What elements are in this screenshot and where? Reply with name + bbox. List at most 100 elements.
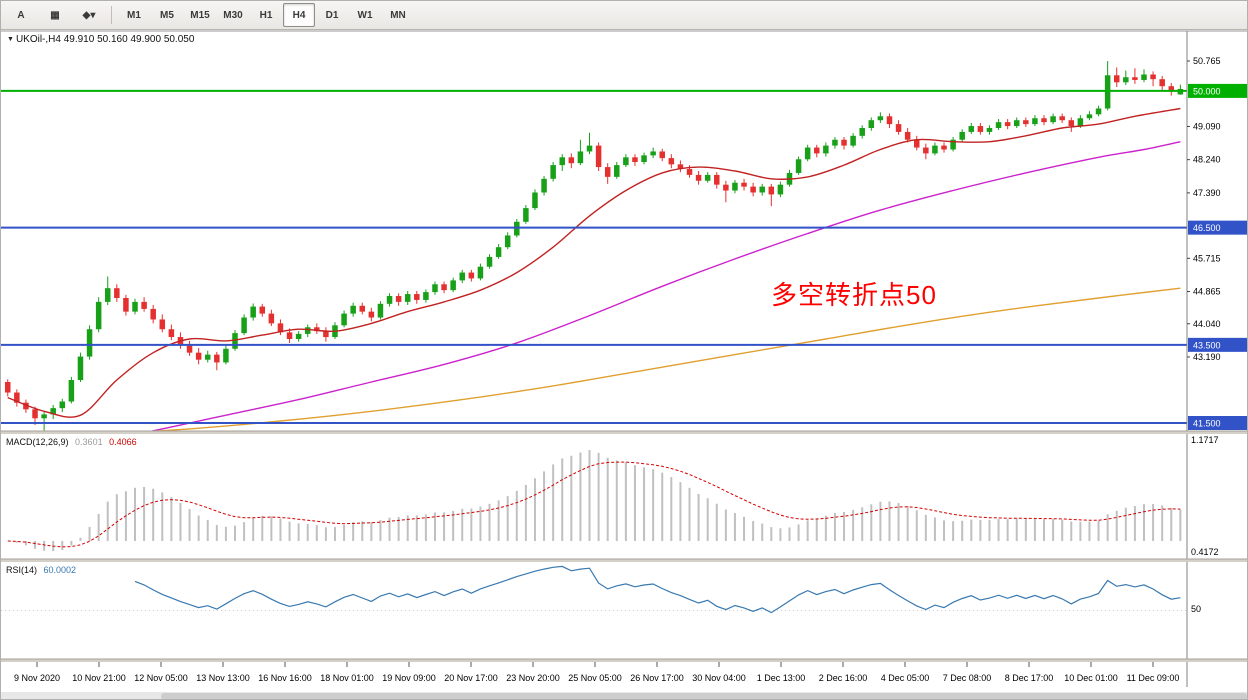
candle-body [832, 139, 838, 146]
candle-body [904, 131, 911, 140]
candle-body [714, 174, 720, 185]
price-axis-label: 50.765 [1193, 56, 1221, 66]
candle-body [641, 155, 647, 163]
price-chart-svg[interactable]: 50.000 46.500 43.500 41.500 50.765 49.090 48.2… [1, 29, 1248, 700]
color-scheme-tool-button[interactable]: ◆▾ [82, 9, 96, 21]
time-axis-label: 4 Dec 05:00 [881, 673, 930, 683]
candle-body [595, 145, 602, 168]
timeframe-button-m5[interactable]: M5 [160, 9, 174, 21]
rsi-level-label: 50 [1191, 604, 1202, 614]
timeframe-button-m30[interactable]: M30 [223, 9, 243, 21]
price-axis-label: 49.090 [1193, 121, 1221, 131]
panel-divider[interactable] [1, 431, 1248, 434]
timeframe-button-w1[interactable]: W1 [357, 9, 373, 21]
candle-body [968, 126, 975, 132]
timeframe-button-m1[interactable]: M1 [127, 9, 141, 21]
candle-body [1095, 108, 1102, 115]
candle-body [223, 348, 229, 363]
candle-body [286, 332, 293, 339]
candle-body [359, 305, 366, 312]
panel-divider[interactable] [1, 659, 1248, 662]
candle-body [695, 174, 702, 181]
candle-body [23, 402, 29, 410]
candle-body [277, 323, 284, 333]
candle-body [232, 333, 238, 349]
cursor-tool-button[interactable]: A [17, 9, 25, 21]
candle-body [995, 122, 1002, 129]
chart-window-tool-button[interactable]: ▦ [50, 9, 60, 21]
chart-title: ▼ UKOil-,H4 49.910 50.160 49.900 50.050 [7, 34, 194, 45]
candle-body [914, 139, 920, 148]
price-axis-label: 44.865 [1193, 287, 1221, 297]
candle-body [850, 135, 856, 146]
candle-body [1141, 74, 1147, 80]
candle-body [259, 306, 266, 314]
candle-body [168, 329, 175, 338]
timeframe-button-h4[interactable]: H4 [283, 3, 315, 27]
scrollbar-thumb[interactable] [161, 693, 1247, 700]
candle-body [859, 128, 865, 136]
candle-body [959, 131, 965, 140]
candles-layer [5, 61, 1184, 431]
candle-body [577, 151, 584, 164]
time-axis-label: 10 Dec 01:00 [1064, 673, 1118, 683]
time-axis-label: 7 Dec 08:00 [943, 673, 992, 683]
candle-body [523, 208, 529, 222]
toolbar-separator [111, 6, 112, 24]
macd-histogram [15, 450, 1182, 552]
candle-body [677, 164, 684, 170]
time-axis-label: 12 Nov 05:00 [134, 673, 188, 683]
candle-body [623, 157, 629, 166]
price-axis-label: 43.190 [1193, 352, 1221, 362]
time-axis-label: 10 Nov 21:00 [72, 673, 126, 683]
price-axis-label: 48.240 [1193, 155, 1221, 165]
candle-body [150, 308, 156, 320]
ma-fast-red [7, 107, 1181, 418]
candle-body [414, 294, 420, 300]
candle-body [950, 139, 956, 150]
candle-body [804, 147, 811, 160]
candle-body [86, 329, 93, 357]
candle-body [1086, 114, 1093, 119]
candle-body [886, 116, 893, 125]
candle-body [477, 266, 484, 279]
candle-body [195, 352, 202, 360]
candle-body [823, 145, 829, 154]
timeframe-button-m15[interactable]: M15 [190, 9, 210, 21]
candle-body [614, 165, 620, 177]
price-tag [1188, 415, 1247, 430]
time-axis-label: 18 Nov 01:00 [320, 673, 374, 683]
candle-body [104, 288, 111, 302]
time-axis-label: 2 Dec 16:00 [819, 673, 868, 683]
candle-body [314, 327, 320, 332]
timeframe-button-d1[interactable]: D1 [325, 9, 339, 21]
candle-body [1032, 118, 1038, 125]
candle-body [568, 157, 575, 164]
time-axis-label: 1 Dec 13:00 [757, 673, 806, 683]
candle-body [986, 128, 993, 132]
macd-axis-max: 1.1717 [1191, 435, 1219, 445]
macd-signal-value: 0.4066 [109, 437, 137, 447]
candle-body [1132, 77, 1138, 80]
panel-divider[interactable] [1, 559, 1248, 562]
candle-body [659, 151, 665, 159]
candle-body [468, 272, 475, 279]
candle-body [550, 165, 556, 179]
candle-body [1041, 118, 1047, 123]
candle-body [114, 288, 120, 298]
price-tag-label: 46.500 [1193, 223, 1221, 233]
candle-body [541, 178, 547, 193]
time-axis-label: 20 Nov 17:00 [444, 673, 498, 683]
candle-body [923, 147, 929, 154]
candle-body [895, 124, 902, 132]
candle-body [14, 392, 20, 403]
candle-body [732, 182, 738, 191]
candle-body [432, 284, 438, 293]
candle-body [1004, 122, 1011, 127]
timeframe-button-h1[interactable]: H1 [259, 9, 273, 21]
timeframe-button-mn[interactable]: MN [390, 9, 406, 21]
candle-body [304, 327, 311, 334]
price-axis-label: 47.390 [1193, 188, 1221, 198]
candle-body [132, 301, 138, 312]
